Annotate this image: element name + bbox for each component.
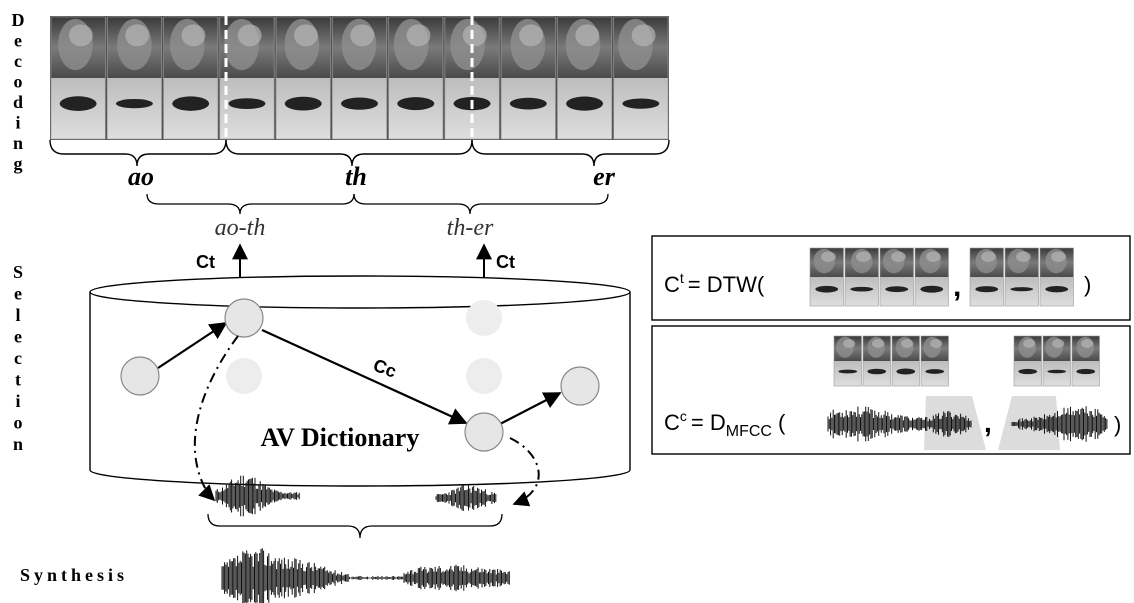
diphone-ao-th: ao-th: [215, 215, 266, 241]
video-frame: [1005, 248, 1039, 306]
dictionary-label: AV Dictionary: [261, 423, 420, 452]
video-frame: [834, 336, 862, 386]
unit-node-faded: [466, 300, 502, 336]
video-frame: [845, 248, 879, 306]
video-frame: [915, 248, 949, 306]
target-cost-label-right: Ct: [496, 252, 515, 272]
video-frame: [880, 248, 914, 306]
brace-th-er: [354, 194, 608, 214]
video-frame: [810, 248, 844, 306]
diphone-th-er: th-er: [447, 215, 494, 241]
video-frame: [892, 336, 920, 386]
video-frame: [614, 17, 668, 139]
video-frame: [1040, 248, 1074, 306]
decoding-label: Decoding: [12, 10, 25, 174]
phoneme-ao: ao: [128, 162, 154, 191]
video-frame: [1072, 336, 1100, 386]
phoneme-er: er: [593, 162, 616, 191]
unit-node: [121, 357, 159, 395]
brace-synthesis: [208, 514, 502, 538]
unit-node-faded: [466, 358, 502, 394]
concat-frames-b: [1014, 336, 1100, 386]
target-cost-formula: Ct = DTW(: [664, 270, 765, 297]
video-frame: [389, 17, 443, 139]
selection-label: Selection: [13, 262, 23, 454]
concat-formula-comma: ,: [984, 407, 992, 438]
video-frame: [1043, 336, 1071, 386]
target-cost-label-left: Ct: [196, 252, 215, 272]
video-frame: [276, 17, 330, 139]
synthesis-label: Synthesis: [20, 565, 128, 585]
video-frame: [220, 17, 274, 139]
video-frame: [164, 17, 218, 139]
video-frame: [557, 17, 611, 139]
video-frame: [332, 17, 386, 139]
av-dictionary-cylinder: [90, 276, 630, 486]
phoneme-th: th: [345, 162, 367, 191]
waveform-synthesis: [222, 548, 509, 603]
target-frames-b: [970, 248, 1074, 306]
video-frame: [51, 17, 105, 139]
video-frame: [863, 336, 891, 386]
unit-node-selected: [465, 413, 503, 451]
unit-node: [561, 367, 599, 405]
stage-label-decoding: Decoding: [12, 10, 25, 174]
target-formula-close: ): [1084, 272, 1091, 297]
stage-label-selection: Selection: [13, 262, 23, 454]
decoding-filmstrip: [50, 16, 669, 140]
brace-er: [472, 140, 669, 166]
video-frame: [970, 248, 1004, 306]
target-formula-comma: ,: [953, 270, 961, 303]
brace-ao-th: [147, 194, 354, 214]
video-frame: [501, 17, 555, 139]
video-frame: [1014, 336, 1042, 386]
video-frame: [107, 17, 161, 139]
unit-node-selected: [225, 299, 263, 337]
waveform-unit-right: [436, 485, 496, 511]
unit-node-faded: [226, 358, 262, 394]
video-frame: [921, 336, 949, 386]
concat-formula-close: ): [1114, 412, 1121, 437]
